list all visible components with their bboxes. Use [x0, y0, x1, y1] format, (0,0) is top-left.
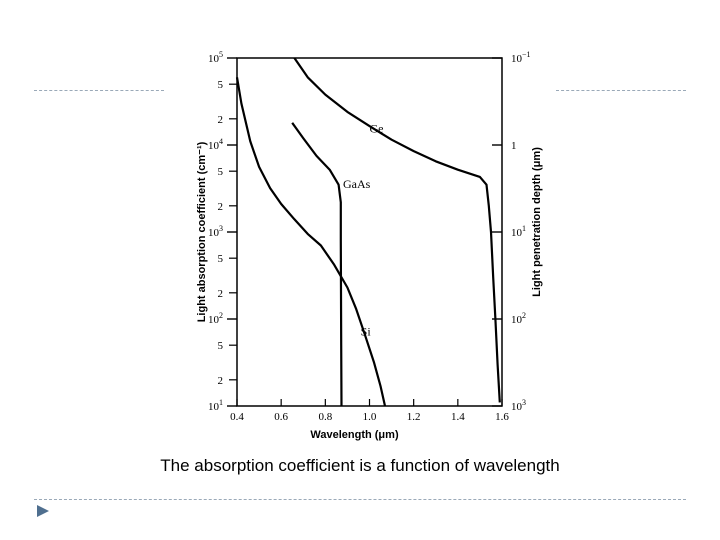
- y2-tick-label: 10−1: [511, 50, 531, 65]
- y-tick-label: 102: [208, 311, 223, 326]
- y-tick-label: 103: [208, 224, 223, 239]
- y2-tick-label: 101: [511, 224, 526, 239]
- plot-frame: [236, 57, 503, 407]
- si-curve-label: Si: [361, 324, 372, 338]
- y-tick-label: 101: [208, 398, 223, 413]
- x-axis-label: Wavelength (μm): [310, 429, 399, 441]
- divider-left: [34, 90, 164, 91]
- y-minor-tick-label: 5: [218, 253, 224, 265]
- ge-curve: [293, 57, 501, 403]
- y-minor-tick-label: 2: [218, 375, 224, 387]
- divider-bottom: [34, 499, 686, 500]
- x-tick-label: 1.2: [407, 411, 421, 423]
- x-tick-label: 1.4: [451, 411, 465, 423]
- y2-tick-label: 103: [511, 398, 526, 413]
- y2-axis-label: Light penetration depth (μm): [531, 147, 543, 297]
- x-tick-label: 0.6: [274, 411, 288, 423]
- figure-caption: The absorption coefficient is a function…: [160, 456, 560, 475]
- y-axis-label: Light absorption coefficient (cm⁻¹): [196, 141, 208, 322]
- y-tick-label: 104: [208, 137, 223, 152]
- y-minor-tick-label: 5: [218, 79, 224, 91]
- gaas-curve: [291, 122, 343, 407]
- y-minor-tick-label: 2: [218, 288, 224, 300]
- y-minor-tick-label: 5: [218, 340, 224, 352]
- y2-tick-label: 1: [511, 140, 517, 152]
- x-tick-label: 0.8: [318, 411, 332, 423]
- x-tick-label: 1.0: [363, 411, 377, 423]
- y-minor-tick-label: 5: [218, 166, 224, 178]
- absorption-chart: 105 104 103 102 101 5 2 5 2 5 2 5 2 10−1 1 101 102 103 0…: [196, 50, 543, 441]
- slide-bullet-icon: [37, 505, 49, 517]
- x-tick-label: 1.6: [495, 411, 509, 423]
- si-curve: [235, 77, 387, 407]
- y-tick-label: 105: [208, 50, 223, 65]
- gaas-curve-label: GaAs: [343, 177, 371, 191]
- ge-curve-label: Ge: [370, 121, 384, 135]
- x-tick-label: 0.4: [230, 411, 244, 423]
- y2-tick-label: 102: [511, 311, 526, 326]
- y-minor-tick-label: 2: [218, 201, 224, 213]
- y-minor-tick-label: 2: [218, 114, 224, 126]
- divider-right: [556, 90, 686, 91]
